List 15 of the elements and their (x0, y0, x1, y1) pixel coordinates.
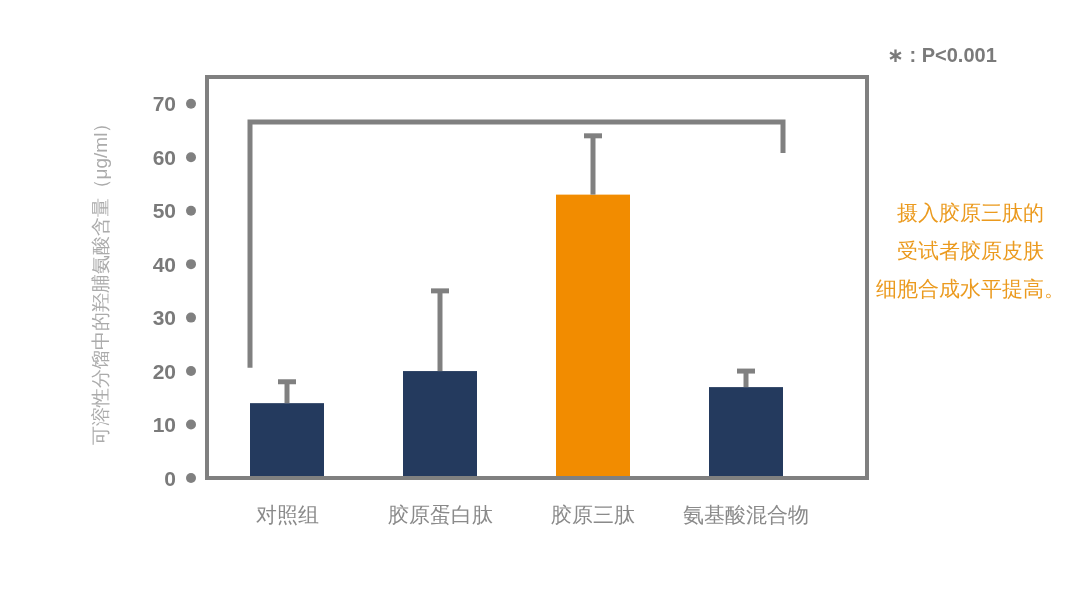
y-tick-label: 0 (164, 466, 176, 490)
x-tick-label: 胶原三肽 (551, 503, 635, 526)
x-tick-label: 胶原蛋白肽 (387, 503, 493, 526)
y-tick-label: 50 (152, 199, 176, 223)
text: 摄入胶原三肽的受试者胶原皮肤细胞合成水平提高。 (875, 200, 1065, 300)
y-tick-label: 10 (152, 413, 176, 437)
y-tick-label: 40 (152, 252, 176, 276)
y-tick-label: 70 (152, 92, 176, 116)
x-tick-label: 氨基酸混合物 (683, 503, 809, 526)
y-tick-label: 20 (152, 359, 176, 383)
y-axis-title: 可溶性分馏中的羟脯氨酸含量（μg/ml） (89, 113, 111, 446)
x-tick-label: 对照组 (255, 503, 319, 526)
text: ∗ : P<0.001 (887, 44, 997, 66)
y-tick-label: 30 (152, 306, 176, 330)
y-tick-label: 60 (152, 145, 176, 169)
